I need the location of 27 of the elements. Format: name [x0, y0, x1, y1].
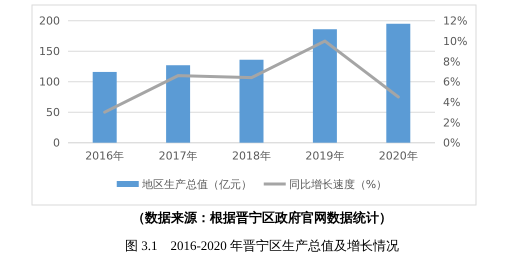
y2-tick-label: 0% [443, 136, 460, 150]
y2-tick-label: 2% [443, 116, 460, 130]
legend-label: 同比增长速度（%） [288, 178, 388, 191]
y-tick-label: 150 [39, 45, 60, 58]
legend-label: 地区生产总值（亿元） [140, 178, 252, 191]
bar [312, 29, 337, 143]
y2-tick-label: 12% [443, 14, 468, 28]
bar [240, 60, 264, 143]
y-tick-label: 100 [39, 76, 60, 89]
x-tick-label: 2020年 [378, 150, 418, 163]
y2-tick-label: 10% [443, 35, 468, 48]
line-series [103, 40, 400, 114]
bar [166, 65, 190, 143]
y-tick-label: 200 [39, 14, 60, 28]
y-tick-label: 0 [53, 136, 60, 150]
y-tick-label: 50 [46, 106, 60, 120]
x-tick-label: 2019年 [305, 150, 344, 163]
text: （数据来源：根据晋宁区政府官网数据统计） [132, 210, 392, 225]
x-tick-label: 2017年 [158, 150, 198, 163]
y2-tick-label: 4% [443, 96, 460, 110]
x-tick-label: 2016年 [85, 150, 124, 163]
caption: 图 3.1 2016-2020 年晋宁区生产总值及增长情况 [124, 238, 400, 253]
bar [386, 24, 410, 143]
bar [92, 72, 117, 143]
y2-tick-label: 6% [443, 76, 460, 89]
y2-tick-label: 8% [443, 55, 460, 68]
x-tick-label: 2018年 [232, 150, 271, 163]
